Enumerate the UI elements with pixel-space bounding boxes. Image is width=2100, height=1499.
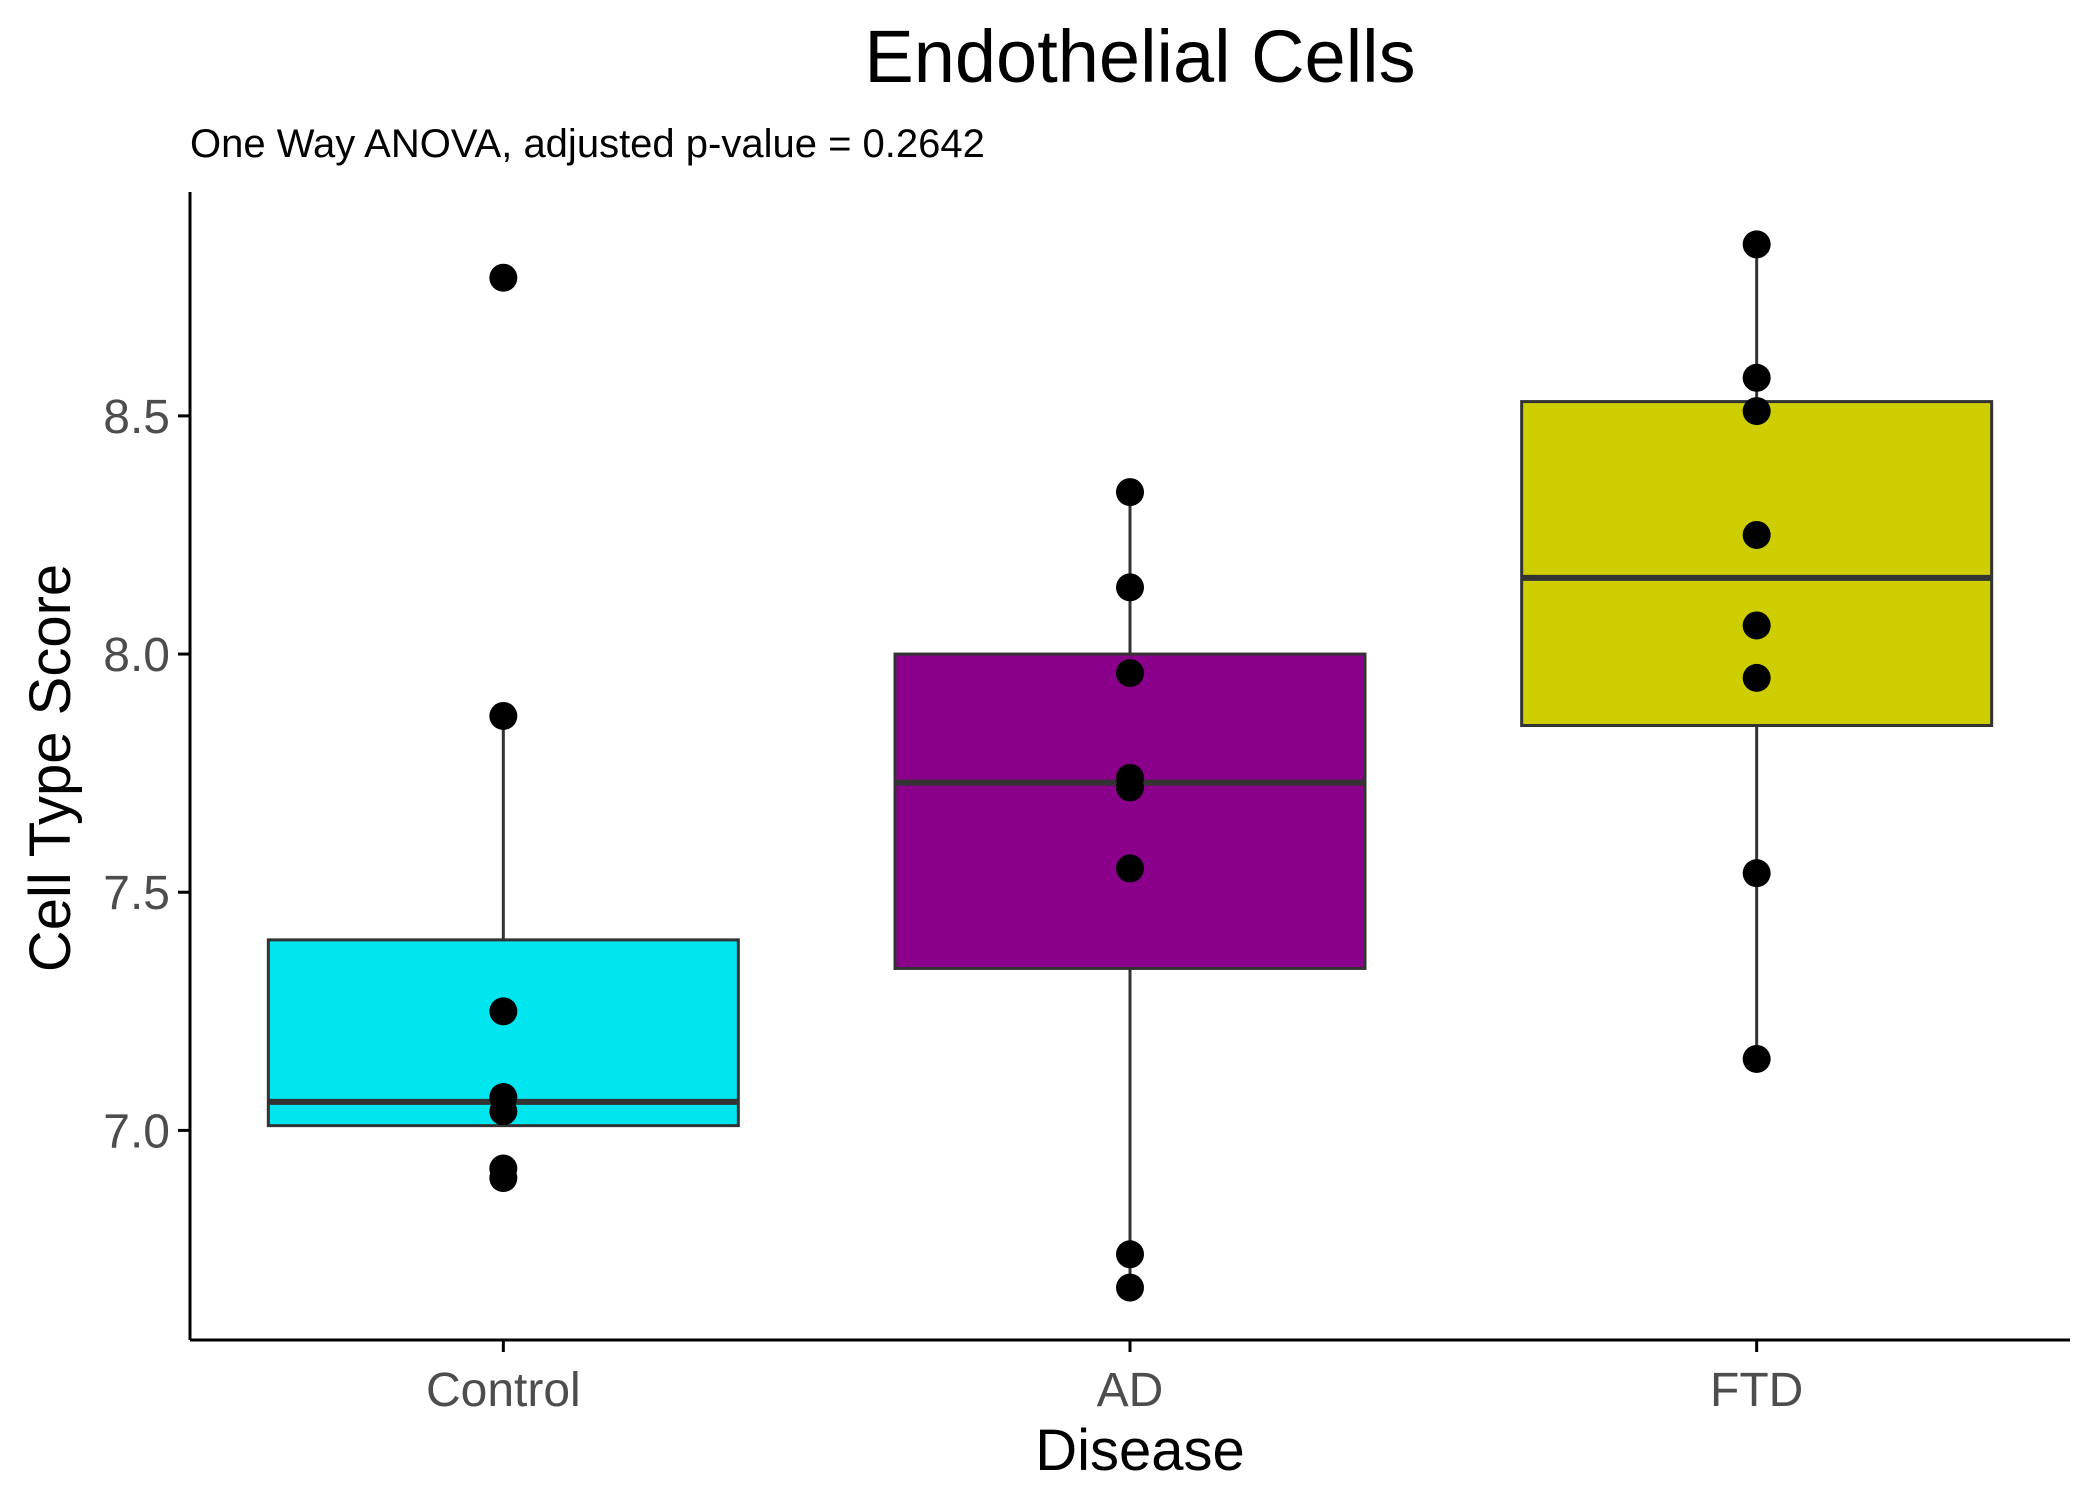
data-point-control — [489, 701, 518, 730]
data-point-ftd — [1742, 859, 1771, 888]
data-point-ftd — [1742, 611, 1771, 640]
data-point-ad — [1116, 1240, 1144, 1269]
data-point-ftd — [1742, 363, 1771, 392]
data-point-ftd — [1742, 397, 1771, 426]
data-point-ad — [1116, 773, 1144, 802]
data-point-ftd — [1742, 520, 1771, 549]
data-point-control — [489, 263, 518, 292]
x-tick-label-control: Control — [426, 1364, 581, 1417]
data-point-ad — [1116, 573, 1144, 602]
y-tick-label: 7.5 — [103, 867, 170, 920]
chart-subtitle: One Way ANOVA, adjusted p-value = 0.2642 — [190, 122, 985, 166]
data-point-ftd — [1742, 230, 1771, 259]
x-axis-title: Disease — [1035, 1418, 1245, 1483]
data-point-ad — [1116, 1273, 1144, 1302]
data-point-control — [489, 1097, 518, 1126]
data-point-ad — [1116, 478, 1144, 507]
box-ad — [893, 652, 1367, 970]
plot-area: 7.0 7.5 8.0 8.5 Control AD FTD — [103, 192, 2070, 1417]
data-point-ad — [1116, 659, 1144, 688]
y-axis-title: Cell Type Score — [18, 564, 83, 972]
x-tick-label-ftd: FTD — [1710, 1364, 1803, 1417]
chart-title: Endothelial Cells — [864, 15, 1415, 98]
data-point-ftd — [1742, 1044, 1771, 1073]
x-tick-label-ad: AD — [1097, 1364, 1164, 1417]
data-point-control — [489, 1164, 518, 1193]
data-point-control — [489, 997, 518, 1026]
y-tick-label: 8.0 — [103, 629, 170, 682]
data-point-ad — [1116, 854, 1144, 883]
y-tick-label: 8.5 — [103, 391, 170, 444]
y-tick-label: 7.0 — [103, 1105, 170, 1158]
data-point-ftd — [1742, 663, 1771, 692]
